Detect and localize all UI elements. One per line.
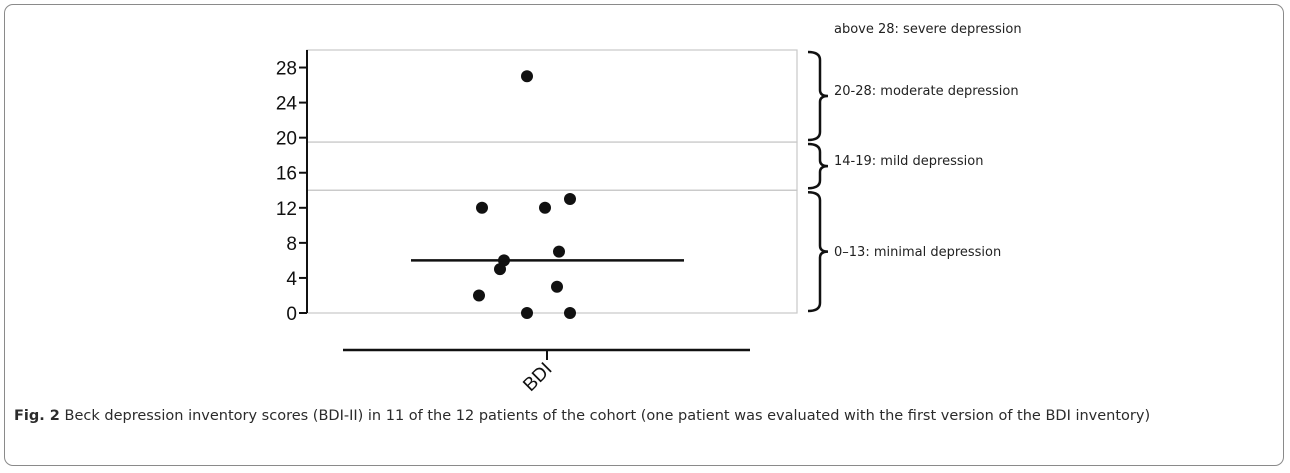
band-region [306, 49, 798, 143]
data-point [476, 201, 488, 214]
y-tick-label: 24 [276, 94, 298, 115]
data-point [521, 70, 533, 83]
band-bracket [807, 50, 829, 142]
y-tick-label: 4 [286, 269, 297, 290]
band-label: 14-19: mild depression [834, 154, 983, 169]
y-tick-label: 28 [276, 59, 297, 80]
band-label: 0–13: minimal depression [834, 245, 1001, 260]
data-point [473, 289, 485, 302]
band-region [306, 189, 798, 314]
x-category-label: BDI [519, 359, 556, 396]
y-tick-label: 8 [286, 234, 297, 255]
band-label: above 28: severe depression [834, 22, 1022, 37]
figure-caption: Fig. 2 Beck depression inventory scores … [14, 405, 1264, 428]
data-point [539, 201, 551, 214]
data-point [553, 245, 565, 258]
band-region [306, 141, 798, 191]
caption-text: Beck depression inventory scores (BDI-II… [59, 408, 1151, 424]
data-point [564, 307, 576, 319]
y-tick-label: 16 [276, 164, 297, 185]
band-bracket [807, 191, 829, 313]
figure-frame [4, 4, 1284, 466]
y-tick-label: 12 [276, 199, 297, 220]
band-label: 20-28: moderate depression [834, 84, 1019, 99]
data-point [551, 280, 563, 293]
y-tick-label: 0 [286, 304, 297, 325]
y-tick-label: 20 [276, 129, 297, 150]
band-brackets [807, 50, 829, 313]
y-axis-ticks: 0 4 8 12 16 20 24 28 [276, 59, 307, 325]
data-point [564, 193, 576, 206]
data-point [521, 307, 533, 319]
data-point [494, 263, 506, 276]
band-bracket [807, 142, 829, 190]
band-regions [306, 49, 798, 314]
data-points [473, 70, 576, 319]
caption-lead: Fig. 2 [14, 408, 60, 424]
band-labels: above 28: severe depression 20-28: modera… [834, 22, 1022, 260]
